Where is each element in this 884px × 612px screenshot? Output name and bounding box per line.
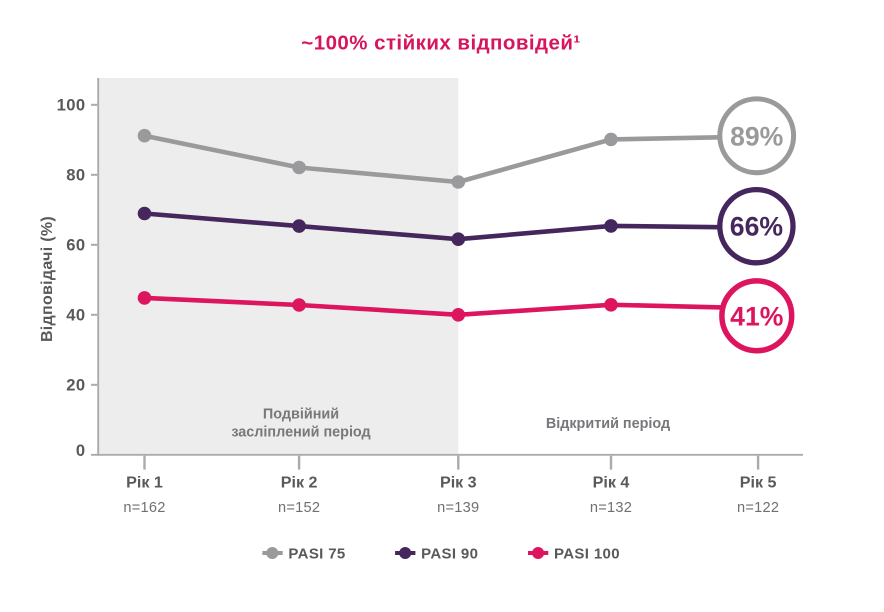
svg-text:Рік 5: Рік 5 (740, 474, 777, 492)
svg-text:41%: 41% (730, 301, 783, 331)
svg-text:Рік 2: Рік 2 (281, 474, 318, 492)
svg-text:n=132: n=132 (590, 500, 632, 516)
svg-text:n=162: n=162 (123, 500, 165, 516)
svg-text:засліплений період: засліплений період (231, 425, 370, 441)
svg-text:89%: 89% (730, 121, 783, 151)
svg-text:Відповідачі (%): Відповідачі (%) (39, 216, 56, 342)
svg-text:100: 100 (57, 96, 86, 115)
svg-text:40: 40 (66, 306, 85, 325)
svg-text:Рік 4: Рік 4 (593, 474, 630, 492)
svg-text:20: 20 (66, 376, 85, 395)
svg-text:n=139: n=139 (437, 500, 479, 516)
svg-text:80: 80 (66, 166, 85, 185)
svg-text:PASI 100: PASI 100 (554, 545, 620, 562)
svg-text:60: 60 (66, 236, 85, 255)
svg-text:n=122: n=122 (737, 500, 779, 516)
svg-text:~100% стійких відповідей¹: ~100% стійких відповідей¹ (301, 32, 580, 55)
svg-text:PASI 90: PASI 90 (421, 545, 478, 562)
svg-text:66%: 66% (730, 212, 783, 242)
svg-text:n=152: n=152 (278, 500, 320, 516)
svg-text:Рік 3: Рік 3 (440, 474, 477, 492)
svg-text:0: 0 (76, 441, 86, 460)
svg-text:Рік 1: Рік 1 (126, 474, 163, 492)
svg-text:PASI 75: PASI 75 (288, 545, 345, 562)
svg-text:Подвійний: Подвійний (263, 406, 339, 422)
svg-text:Відкритий період: Відкритий період (546, 416, 670, 432)
